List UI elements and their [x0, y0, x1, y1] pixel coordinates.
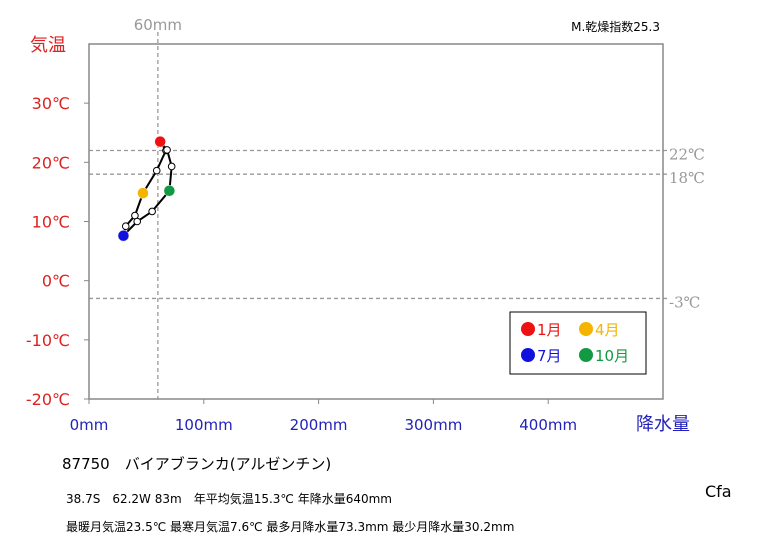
ref-label-horizontal-2: -3℃ [669, 293, 700, 311]
y-tick-label: -20℃ [26, 390, 70, 409]
y-axis-title: 気温 [30, 35, 66, 56]
x-tick-label: 200mm [290, 416, 348, 434]
month-point-4 [137, 187, 149, 199]
month-point-8 [133, 217, 142, 226]
month-point-3 [152, 166, 161, 175]
legend-swatch-10 [579, 348, 593, 362]
station-info-line-2: 最暖月気温23.5℃ 最寒月気温7.6℃ 最多月降水量73.3mm 最少月降水量… [66, 520, 515, 534]
y-tick-label: -10℃ [26, 331, 70, 350]
month-point-1 [154, 135, 166, 148]
legend-label-7: 7月 [537, 347, 562, 365]
reference-lines: 60mm 22℃ 18℃ -3℃ [89, 16, 705, 399]
x-axis-title: 降水量 [636, 414, 690, 435]
y-tick-label: 20℃ [32, 153, 70, 172]
x-tick-label: 100mm [175, 416, 233, 434]
ref-label-horizontal-1: 18℃ [669, 169, 705, 187]
month-point-7 [117, 229, 130, 242]
y-tick-label: 30℃ [32, 94, 70, 113]
month-point-12 [163, 146, 171, 154]
legend-swatch-1 [521, 322, 535, 336]
dryness-index: M.乾燥指数25.3 [571, 19, 660, 34]
climate-code: Cfa [705, 482, 732, 501]
legend-swatch-7 [521, 348, 535, 362]
legend-label-4: 4月 [595, 321, 620, 339]
legend-swatch-4 [579, 322, 593, 336]
ref-label-vertical-0: 60mm [134, 16, 182, 34]
month-point-6 [121, 222, 130, 231]
station-info-line-1: 38.7S 62.2W 83m 年平均気温15.3℃ 年降水量640mm [66, 492, 392, 506]
y-tick-label: 10℃ [32, 213, 70, 232]
x-tick-label: 300mm [404, 416, 462, 434]
legend-box [509, 311, 647, 375]
station-title: 87750 バイアブランカ(アルゼンチン) [62, 455, 332, 473]
ref-label-horizontal-0: 22℃ [669, 146, 705, 164]
month-point-10 [163, 184, 176, 197]
chart-marks [117, 135, 176, 242]
x-tick-label: 400mm [519, 416, 577, 434]
x-tick-label: 0mm [70, 416, 109, 434]
legend-label-10: 10月 [595, 347, 629, 365]
month-point-9 [148, 207, 156, 216]
legend-label-1: 1月 [537, 321, 562, 339]
y-tick-label: 0℃ [42, 272, 70, 291]
month-point-11 [167, 162, 176, 171]
legend: 1月 4月 7月 10月 [509, 311, 647, 375]
